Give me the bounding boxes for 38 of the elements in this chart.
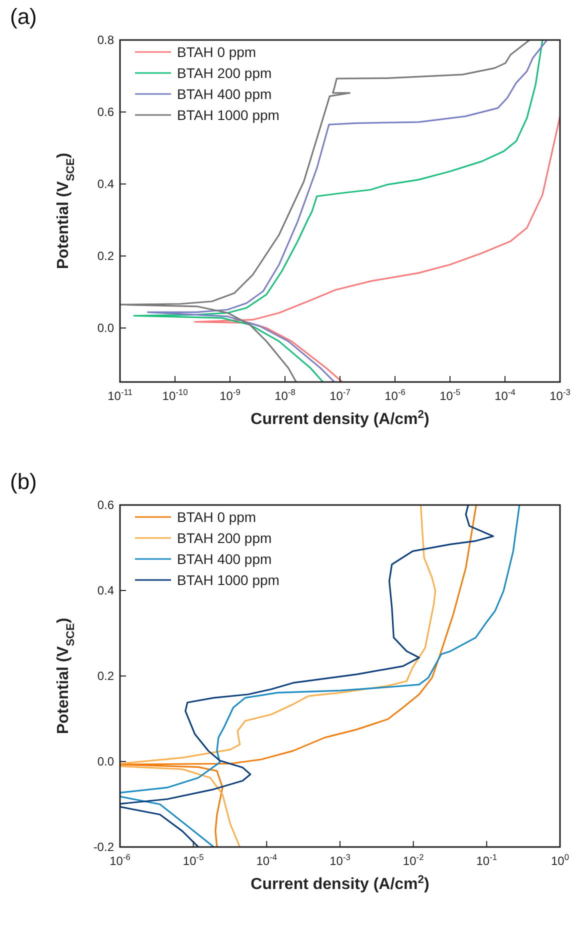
x-tick-label: 10$^{-6}$ bbox=[110, 852, 131, 868]
x-tick-label: 10$^{-10}$ bbox=[162, 387, 188, 403]
x-tick-label: 10$^{-11}$ bbox=[108, 387, 133, 403]
y-tick-label: 0.2 bbox=[97, 669, 114, 683]
x-axis-title: Current density (A/cm$^{2}$) bbox=[250, 874, 430, 893]
x-tick-label: 10$^{-7}$ bbox=[330, 387, 351, 403]
x-tick-label: 10$^{-8}$ bbox=[274, 387, 296, 403]
x-tick-label: 10$^{-4}$ bbox=[494, 387, 516, 403]
legend-label: BTAH 0 ppm bbox=[177, 509, 256, 525]
y-tick-label: 0.4 bbox=[97, 177, 114, 191]
y-tick-label: 0.8 bbox=[97, 33, 114, 47]
x-tick-label: 10$^{-5}$ bbox=[182, 852, 204, 868]
x-tick-label: 10$^{-2}$ bbox=[402, 852, 424, 868]
x-tick-label: 10$^{-5}$ bbox=[440, 387, 461, 403]
y-tick-label: -0.2 bbox=[93, 840, 114, 854]
y-tick-label: 0.0 bbox=[97, 754, 114, 768]
legend-label: BTAH 200 ppm bbox=[177, 65, 272, 81]
y-tick-label: 0.0 bbox=[97, 321, 114, 335]
y-tick-label: 0.4 bbox=[97, 584, 114, 598]
y-tick-label: 0.2 bbox=[97, 249, 114, 263]
legend-label: BTAH 400 ppm bbox=[177, 551, 272, 567]
x-tick-label: 10$^{-3}$ bbox=[550, 387, 571, 403]
x-axis-title: Current density (A/cm$^{2}$) bbox=[250, 409, 430, 428]
x-tick-label: 10$^{0}$ bbox=[550, 852, 570, 868]
legend-label: BTAH 1000 ppm bbox=[177, 107, 280, 123]
x-tick-label: 10$^{-4}$ bbox=[256, 852, 278, 868]
legend-label: BTAH 1000 ppm bbox=[177, 572, 280, 588]
legend-label: BTAH 400 ppm bbox=[177, 86, 272, 102]
y-tick-label: 0.6 bbox=[97, 105, 114, 119]
legend-label: BTAH 200 ppm bbox=[177, 530, 272, 546]
x-tick-label: 10$^{-1}$ bbox=[476, 852, 498, 868]
legend-label: BTAH 0 ppm bbox=[177, 44, 256, 60]
x-tick-label: 10$^{-3}$ bbox=[330, 852, 351, 868]
y-tick-label: 0.6 bbox=[97, 498, 114, 512]
x-tick-label: 10$^{-9}$ bbox=[220, 387, 241, 403]
text: (b) bbox=[10, 469, 37, 494]
text: (a) bbox=[10, 4, 37, 29]
x-tick-label: 10$^{-6}$ bbox=[384, 387, 406, 403]
